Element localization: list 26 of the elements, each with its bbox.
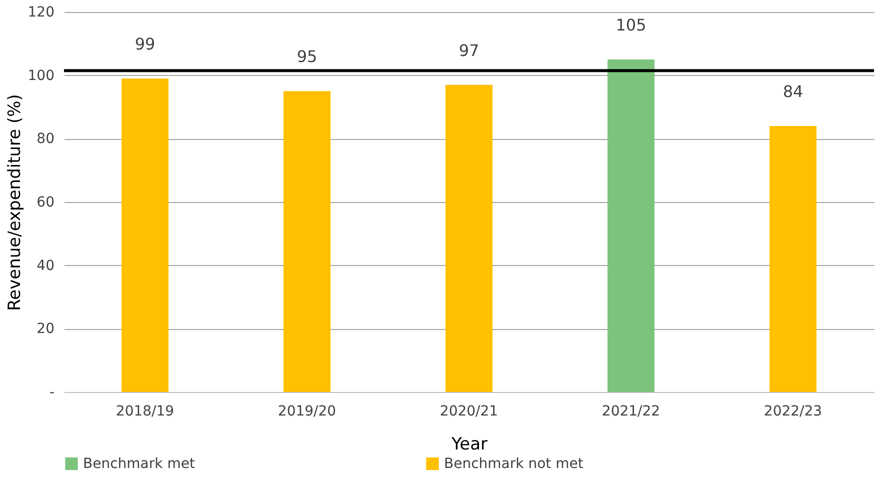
data-label: 95 — [296, 47, 318, 66]
y-tick-label: 60 — [36, 194, 54, 210]
y-tick-label: 80 — [36, 131, 54, 148]
y-tick-label: - — [49, 384, 54, 400]
data-label: 97 — [458, 40, 480, 60]
x-tick-label: 2018/19 — [116, 404, 174, 420]
bar — [446, 84, 492, 392]
x-tick-label: 2022/23 — [764, 404, 822, 420]
bar — [770, 126, 816, 392]
legend-label: Benchmark not met — [444, 456, 584, 472]
x-tick-label: 2019/20 — [278, 404, 336, 420]
y-tick-label: 40 — [36, 258, 54, 274]
x-tick-label: 2020/21 — [440, 404, 498, 420]
bar — [122, 78, 168, 392]
y-axis-title: Revenue/expenditure (%) — [4, 94, 25, 311]
y-tick-label: 20 — [36, 321, 54, 338]
bar — [284, 91, 330, 392]
bar — [608, 60, 654, 392]
legend-label: Benchmark met — [83, 456, 196, 472]
x-axis-title: Year — [450, 434, 488, 454]
data-label: 84 — [782, 82, 804, 101]
x-tick-label: 2021/22 — [602, 404, 660, 420]
y-tick-label: 100 — [28, 68, 54, 84]
y-tick-label: 120 — [28, 4, 54, 20]
data-label: 105 — [616, 16, 646, 34]
data-label: 99 — [134, 34, 156, 54]
